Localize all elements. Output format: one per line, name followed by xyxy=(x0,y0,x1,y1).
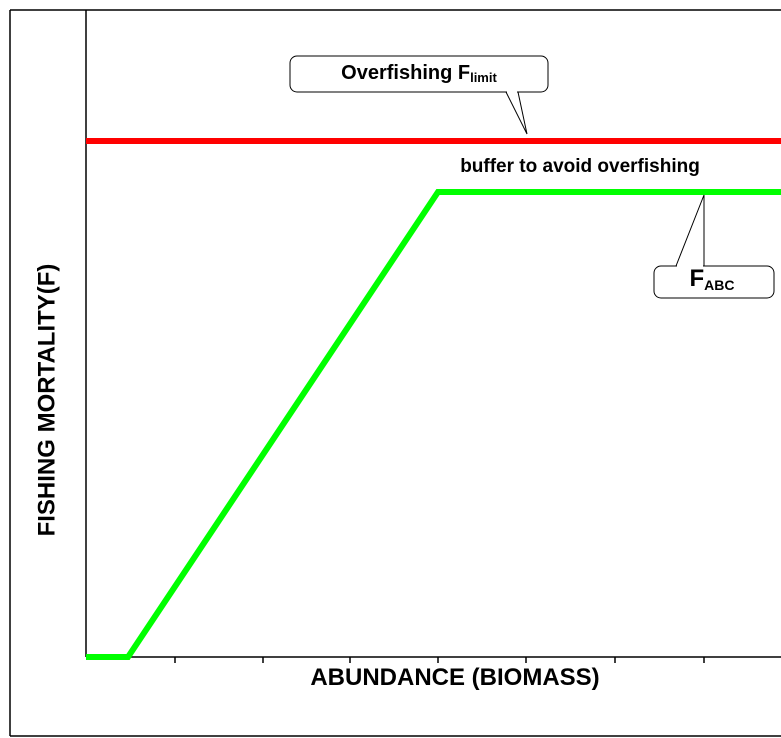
limit-subscript: limit xyxy=(470,70,497,85)
abc-callout: FABC xyxy=(653,194,775,299)
axes xyxy=(85,10,781,663)
buffer-note: buffer to avoid overfishing xyxy=(460,156,700,177)
abc-callout-text: FABC xyxy=(689,265,734,292)
abc-text: F xyxy=(689,265,704,292)
limit-text: Overfishing F xyxy=(341,62,470,84)
abc-subscript: ABC xyxy=(704,277,734,293)
frame xyxy=(9,9,781,737)
abc-line xyxy=(86,189,781,660)
limit-callout-text: Overfishing Flimit xyxy=(341,62,497,85)
y-axis-label: FISHING MORTALITY(F) xyxy=(33,264,60,537)
limit-callout: Overfishing Flimit xyxy=(289,55,549,135)
x-axis-label: ABUNDANCE (BIOMASS) xyxy=(310,664,599,691)
